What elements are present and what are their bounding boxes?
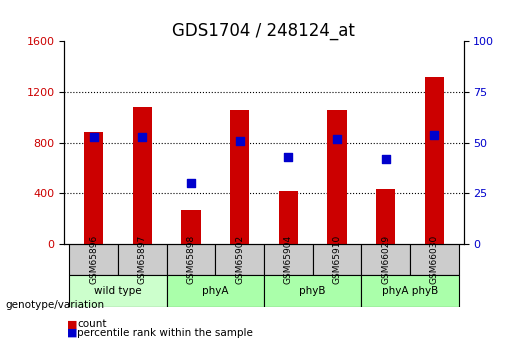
- Text: percentile rank within the sample: percentile rank within the sample: [77, 328, 253, 338]
- Point: [430, 132, 438, 137]
- Bar: [181, 210, 201, 244]
- Text: GSM66030: GSM66030: [430, 235, 439, 284]
- Point: [333, 136, 341, 141]
- FancyBboxPatch shape: [313, 244, 362, 275]
- Text: GSM66029: GSM66029: [381, 235, 390, 284]
- Text: GSM65896: GSM65896: [89, 235, 98, 284]
- Bar: [230, 110, 249, 244]
- Text: ■: ■: [67, 328, 77, 338]
- FancyBboxPatch shape: [118, 244, 166, 275]
- Bar: [279, 191, 298, 244]
- Bar: [376, 189, 396, 244]
- Bar: [84, 132, 104, 244]
- FancyBboxPatch shape: [215, 244, 264, 275]
- Text: ■: ■: [67, 319, 77, 329]
- Point: [138, 134, 146, 139]
- Text: wild type: wild type: [94, 286, 142, 296]
- Bar: [132, 107, 152, 244]
- Bar: [327, 110, 347, 244]
- FancyBboxPatch shape: [264, 275, 362, 307]
- Text: GSM65897: GSM65897: [138, 235, 147, 284]
- Text: phyA: phyA: [202, 286, 229, 296]
- Text: genotype/variation: genotype/variation: [5, 300, 104, 310]
- Text: GSM65904: GSM65904: [284, 235, 293, 284]
- Title: GDS1704 / 248124_at: GDS1704 / 248124_at: [173, 22, 355, 40]
- Point: [284, 154, 293, 159]
- Text: phyA phyB: phyA phyB: [382, 286, 438, 296]
- FancyBboxPatch shape: [410, 244, 459, 275]
- Bar: [424, 77, 444, 244]
- Text: GSM65910: GSM65910: [333, 235, 341, 284]
- FancyBboxPatch shape: [69, 275, 166, 307]
- FancyBboxPatch shape: [264, 244, 313, 275]
- Point: [235, 138, 244, 143]
- FancyBboxPatch shape: [166, 275, 264, 307]
- FancyBboxPatch shape: [362, 244, 410, 275]
- FancyBboxPatch shape: [362, 275, 459, 307]
- Text: phyB: phyB: [299, 286, 326, 296]
- Point: [187, 180, 195, 186]
- FancyBboxPatch shape: [166, 244, 215, 275]
- Text: GSM65902: GSM65902: [235, 235, 244, 284]
- Point: [90, 134, 98, 139]
- Text: GSM65898: GSM65898: [186, 235, 195, 284]
- Point: [382, 156, 390, 161]
- Text: count: count: [77, 319, 107, 329]
- FancyBboxPatch shape: [69, 244, 118, 275]
